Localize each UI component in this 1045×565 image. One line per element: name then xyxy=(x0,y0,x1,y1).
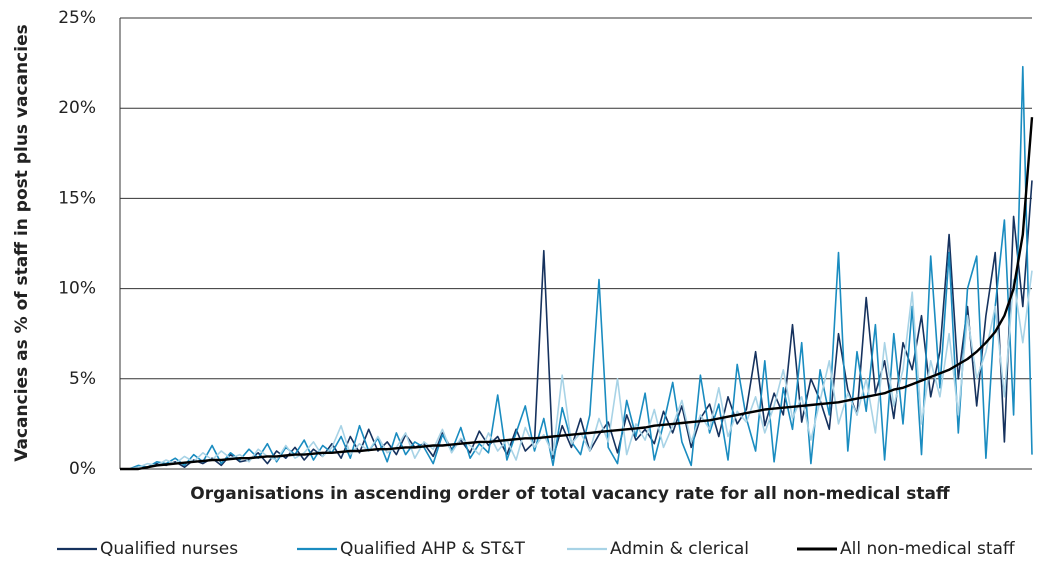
y-axis-label: Vacancies as % of staff in post plus vac… xyxy=(12,24,32,461)
legend-label: Qualified nurses xyxy=(100,539,238,559)
series-line xyxy=(120,180,1033,470)
legend-label: Qualified AHP & ST&T xyxy=(340,539,526,559)
y-tick-label: 10% xyxy=(58,279,96,299)
series-line xyxy=(120,117,1034,471)
y-tick-label: 5% xyxy=(69,369,96,389)
y-tick-label: 25% xyxy=(58,8,96,28)
legend-label: All non-medical staff xyxy=(840,539,1016,559)
x-axis-label: Organisations in ascending order of tota… xyxy=(190,484,950,504)
series-line xyxy=(120,270,1033,470)
y-tick-label: 20% xyxy=(58,98,96,118)
y-tick-label: 0% xyxy=(69,459,96,479)
legend-label: Admin & clerical xyxy=(610,539,749,559)
y-tick-label: 15% xyxy=(58,188,96,208)
